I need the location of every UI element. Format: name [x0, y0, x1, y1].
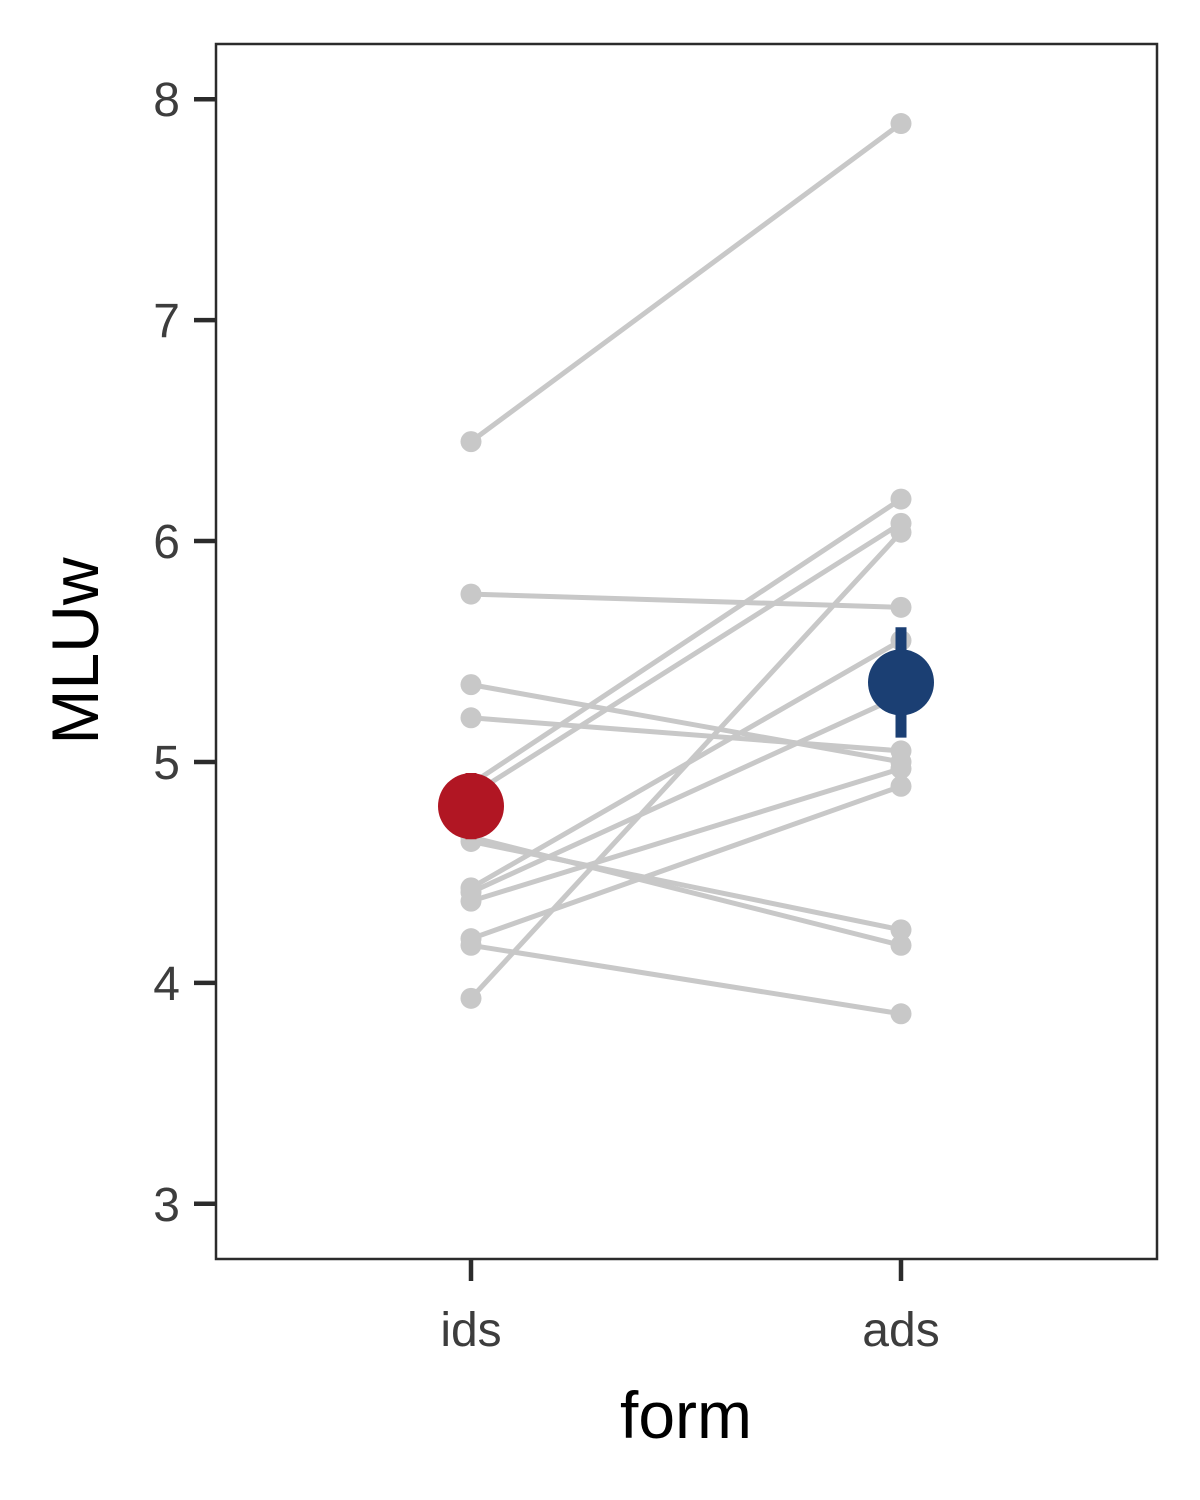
y-tick-label-8: 8	[153, 74, 180, 127]
point-ids-10	[460, 890, 482, 912]
mean-point-ids	[438, 773, 504, 840]
point-ads-11	[890, 775, 912, 797]
y-tick-label-5: 5	[153, 737, 180, 790]
point-ads-13	[890, 521, 912, 543]
point-ids-1	[460, 583, 482, 605]
x-tick-label-ads: ads	[862, 1304, 939, 1357]
mean-point-ads	[868, 649, 934, 716]
point-ids-2	[460, 674, 482, 696]
paired-line-10	[468, 766, 904, 904]
y-tick-label-6: 6	[153, 516, 180, 569]
y-axis-title: MLUw	[38, 557, 112, 744]
paired-line-13	[468, 529, 904, 1001]
paired-line-3	[468, 715, 904, 754]
y-tick-label-3: 3	[153, 1179, 180, 1232]
point-ads-3	[890, 740, 912, 762]
point-ads-0	[890, 113, 912, 135]
y-tick-label-7: 7	[153, 295, 180, 348]
y-tick-label-4: 4	[153, 958, 180, 1011]
point-ads-7	[890, 934, 912, 956]
paired-line-0	[468, 121, 904, 445]
paired-line-1	[468, 591, 904, 610]
point-ads-4	[890, 488, 912, 510]
point-ids-13	[460, 987, 482, 1009]
point-ads-1	[890, 596, 912, 618]
point-ids-0	[460, 431, 482, 453]
paired-line-5	[468, 520, 904, 798]
paired-line-4	[468, 496, 904, 787]
point-ids-12	[460, 934, 482, 956]
plot-panel	[214, 42, 1159, 1261]
paired-line-2	[468, 682, 904, 765]
paired-line-11	[468, 783, 904, 942]
paired-line-9	[468, 693, 904, 895]
y-axis: 3 4 5 6 7 8	[153, 74, 216, 1232]
point-ids-3	[460, 707, 482, 729]
mean-markers	[438, 627, 934, 840]
point-ads-10	[890, 758, 912, 780]
x-axis-title: form	[620, 1378, 752, 1452]
point-ads-6	[890, 919, 912, 941]
x-tick-label-ids: ids	[440, 1304, 501, 1357]
point-ads-12	[890, 1003, 912, 1025]
paired-line-12	[468, 942, 904, 1017]
paired-line-7	[468, 834, 904, 948]
x-axis: ids ads	[440, 1259, 940, 1357]
